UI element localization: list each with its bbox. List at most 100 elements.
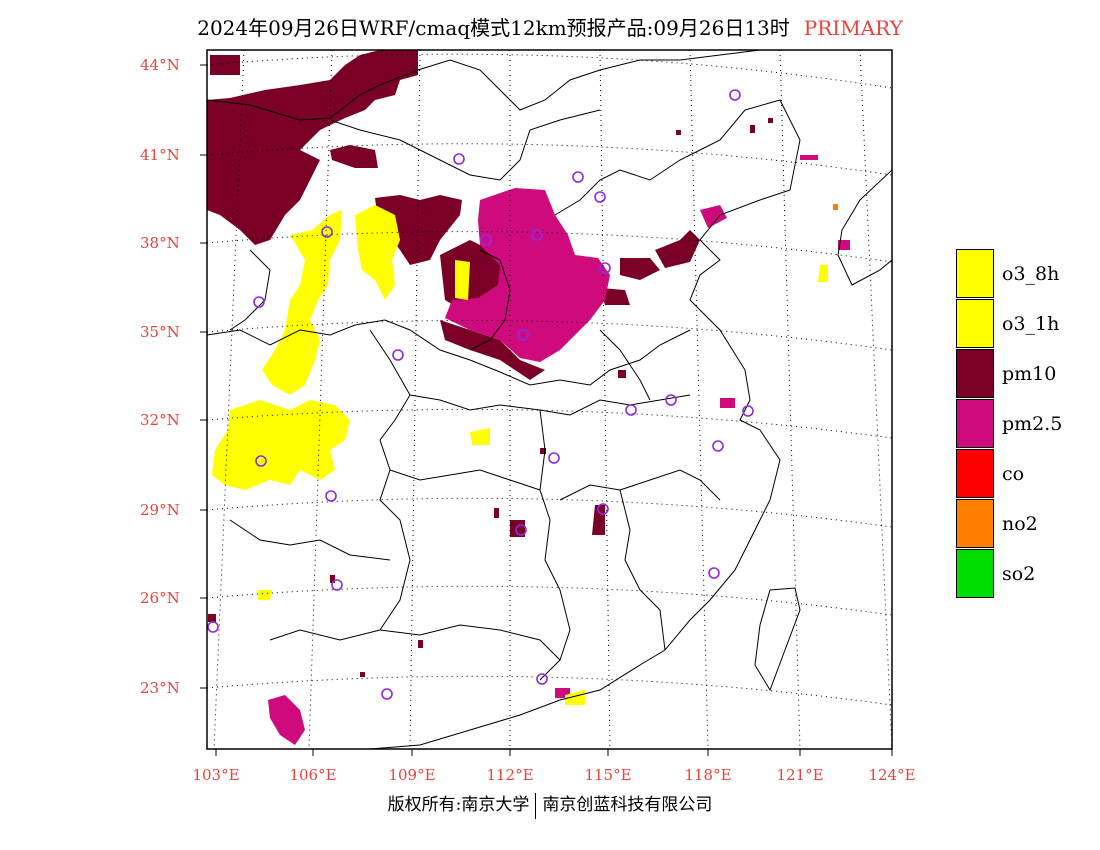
legend-swatch [956, 449, 994, 498]
o3-patch-shanxi [455, 260, 470, 300]
o3-patch-2 [258, 590, 272, 600]
lat-label: 32°N [140, 411, 180, 429]
legend-swatch [956, 549, 994, 598]
o3-regions [212, 205, 828, 705]
province-6 [389, 469, 541, 491]
legend-label: co [1002, 463, 1025, 485]
lon-label: 118°E [684, 766, 732, 784]
o3-patch-east [470, 428, 490, 445]
station-marker [729, 89, 741, 101]
province-15 [329, 109, 601, 181]
lon-label: 109°E [388, 766, 436, 784]
station-marker [480, 234, 492, 246]
title-main: 2024年09月26日WRF/cmaq模式12km预报产品:09月26日13时 [197, 16, 790, 40]
lat-label: 38°N [140, 234, 180, 252]
lon-label: 115°E [584, 766, 632, 784]
station-marker [548, 452, 560, 464]
province-1 [206, 319, 691, 386]
station-marker [536, 673, 548, 685]
pm25-patch-2 [268, 695, 305, 745]
station-marker [321, 226, 333, 238]
station-marker [594, 191, 606, 203]
station-marker [381, 688, 393, 700]
province-8 [619, 489, 666, 651]
station-marker [517, 329, 529, 341]
legend-label: no2 [1002, 513, 1038, 535]
station-marker [712, 440, 724, 452]
pm10-patch-4 [440, 320, 545, 380]
lon-label: 121°E [776, 766, 824, 784]
lat-label: 44°N [140, 56, 180, 74]
coast-bohai [369, 99, 801, 750]
no2-dots [833, 204, 838, 210]
station-marker [331, 579, 343, 591]
station-marker [597, 503, 609, 515]
pm25-patch-1 [700, 205, 727, 228]
copyright-right: 南京创蓝科技有限公司 [542, 795, 713, 815]
province-14 [599, 329, 651, 401]
lon-label: 124°E [868, 766, 916, 784]
boundaries [206, 49, 893, 750]
station-marker [625, 404, 637, 416]
pm10-north [210, 55, 240, 75]
lat-label: 29°N [140, 501, 180, 519]
station-marker [255, 455, 267, 467]
title-primary-tag: PRIMARY [803, 16, 903, 40]
taiwan [754, 587, 801, 692]
station-marker [572, 171, 584, 183]
copyright-left: 版权所有:南京大学 [387, 795, 530, 815]
legend-label: pm10 [1002, 363, 1057, 385]
lat-label: 23°N [140, 679, 180, 697]
map-title: 2024年09月26日WRF/cmaq模式12km预报产品:09月26日13时 P… [0, 12, 1100, 41]
pm25-patch-4 [838, 240, 850, 250]
axis-ticks [200, 64, 893, 756]
station-marker [742, 405, 754, 417]
province-13 [229, 519, 391, 561]
province-12 [554, 109, 746, 216]
map-background [207, 50, 892, 749]
pm10-patch-8 [620, 258, 660, 280]
province-2 [229, 249, 271, 331]
o3-patch-sichuan [212, 400, 350, 490]
pm25-patch-5 [720, 398, 735, 408]
province-7 [559, 469, 721, 501]
station-markers [207, 89, 754, 700]
lon-label: 112°E [486, 766, 534, 784]
station-marker [531, 229, 543, 241]
lon-label: 103°E [192, 766, 240, 784]
station-marker [207, 621, 219, 633]
station-marker [599, 262, 611, 274]
pm10-regions [207, 50, 700, 537]
pm10-patch-7 [655, 230, 700, 268]
map-frame [206, 49, 893, 750]
station-marker [325, 490, 337, 502]
legend-swatch [956, 249, 994, 298]
footer-divider [535, 792, 537, 819]
lat-label: 26°N [140, 589, 180, 607]
lat-label: 41°N [140, 146, 180, 164]
o3-patch-3 [818, 265, 828, 282]
station-marker [665, 394, 677, 406]
o3-patch-gansu [262, 210, 342, 395]
station-marker [253, 296, 265, 308]
pm10-inner-mongolia [207, 50, 418, 245]
legend-label: o3_1h [1002, 313, 1060, 335]
pm10-dots [208, 118, 773, 677]
copyright-footer: 版权所有:南京大学 南京创蓝科技有限公司 [0, 790, 1100, 819]
pm10-patch-6 [592, 505, 605, 535]
legend-swatch [956, 299, 994, 348]
o3-patch-ningxia [355, 205, 400, 300]
legend-label: pm2.5 [1002, 413, 1063, 435]
coastline [837, 169, 893, 286]
pm10-patch-1 [330, 145, 378, 168]
legend-swatch [956, 349, 994, 398]
lon-label: 106°E [289, 766, 337, 784]
lat-label: 35°N [140, 323, 180, 341]
province-10 [269, 629, 381, 641]
legend-swatch [956, 399, 994, 448]
station-marker [453, 153, 465, 165]
border-north [206, 49, 761, 121]
province-11 [469, 249, 511, 351]
station-marker [708, 567, 720, 579]
